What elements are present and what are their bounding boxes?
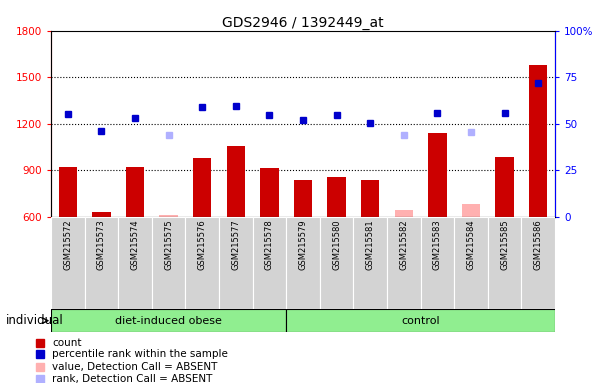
Bar [286,309,555,332]
Bar [353,217,387,309]
Text: GSM215575: GSM215575 [164,220,173,270]
Bar [160,215,178,217]
Bar [193,158,211,217]
Bar [488,217,521,309]
Text: GSM215585: GSM215585 [500,220,509,270]
Text: GSM215580: GSM215580 [332,220,341,270]
Bar [51,217,85,309]
Text: diet-induced obese: diet-induced obese [115,316,222,326]
Text: GSM215581: GSM215581 [366,220,375,270]
Text: GSM215586: GSM215586 [534,220,543,270]
Text: GSM215582: GSM215582 [400,220,409,270]
Bar [85,217,118,309]
Bar [253,217,286,309]
Bar [118,217,152,309]
Bar [185,217,219,309]
Bar [260,168,278,217]
Bar [529,65,547,217]
Bar [51,309,286,332]
Bar [320,217,353,309]
Bar [294,180,312,217]
Bar [521,217,555,309]
Text: count: count [52,338,82,348]
Bar [496,157,514,217]
Text: percentile rank within the sample: percentile rank within the sample [52,349,228,359]
Bar [387,217,421,309]
Bar [227,146,245,217]
Text: GSM215573: GSM215573 [97,220,106,270]
Bar [395,210,413,217]
Bar [421,217,454,309]
Text: control: control [401,316,440,326]
Text: GSM215579: GSM215579 [299,220,308,270]
Bar [92,212,110,217]
Bar [428,133,446,217]
Bar [152,217,185,309]
Text: GSM215577: GSM215577 [232,220,240,270]
Text: GSM215574: GSM215574 [131,220,139,270]
Text: individual: individual [6,314,64,327]
Bar [328,177,346,217]
Text: GSM215578: GSM215578 [265,220,274,270]
Text: GSM215584: GSM215584 [467,220,476,270]
Bar [160,216,178,217]
Title: GDS2946 / 1392449_at: GDS2946 / 1392449_at [222,16,384,30]
Bar [454,217,488,309]
Bar [361,180,379,217]
Text: rank, Detection Call = ABSENT: rank, Detection Call = ABSENT [52,374,212,384]
Bar [219,217,253,309]
Bar [59,167,77,217]
Bar [462,204,480,217]
Text: GSM215572: GSM215572 [64,220,73,270]
Text: GSM215576: GSM215576 [198,220,206,270]
Bar [286,217,320,309]
Bar [126,167,144,217]
Text: value, Detection Call = ABSENT: value, Detection Call = ABSENT [52,362,217,372]
Text: GSM215583: GSM215583 [433,220,442,270]
